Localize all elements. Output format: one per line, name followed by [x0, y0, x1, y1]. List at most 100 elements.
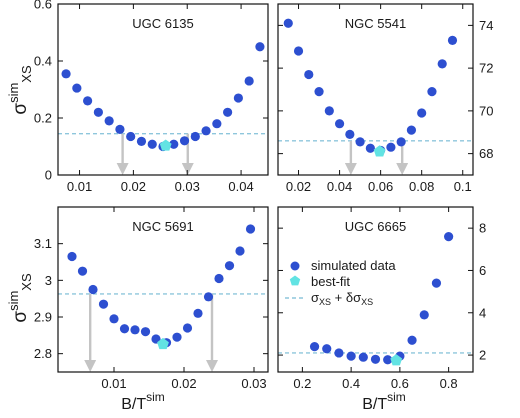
data-point: [182, 323, 193, 333]
data-point: [444, 232, 454, 242]
data-point: [383, 355, 393, 365]
x-tick-label: 0.03: [241, 376, 266, 391]
best-fit-marker: [159, 139, 172, 151]
y-axis-label-sup: sim: [6, 83, 21, 103]
data-point: [115, 124, 125, 134]
x-tick-label: 0.01: [67, 179, 92, 194]
x-axis-label-main: B/T: [121, 396, 146, 413]
x-tick-label: 0.04: [327, 179, 352, 194]
data-point: [109, 314, 119, 324]
legend-item-simulated-data: simulated data: [290, 258, 396, 273]
y-tick-label: 2.9: [34, 310, 52, 325]
data-point: [419, 310, 429, 320]
y-tick-label: 3: [45, 273, 52, 288]
x-tick-label: 0.03: [175, 179, 200, 194]
legend-item-threshold: σXS + δσXS: [285, 290, 373, 307]
data-point: [245, 224, 256, 234]
data-point: [235, 246, 245, 256]
y-axis-label-symbol: σ: [10, 103, 31, 115]
axes-frame: [57, 3, 269, 176]
data-point: [309, 342, 320, 352]
data-point: [136, 136, 147, 146]
data-point: [293, 46, 304, 56]
y-tick-label: 2: [479, 348, 486, 363]
data-point: [193, 308, 203, 318]
data-point: [346, 351, 356, 361]
data-point: [334, 119, 345, 129]
best-fit-marker: [390, 354, 403, 366]
x-tick-label: 0.02: [171, 376, 196, 391]
data-point: [203, 292, 214, 302]
legend-label: simulated data: [311, 258, 396, 273]
x-tick-label: 0.1: [454, 179, 472, 194]
x-tick-label: 0.2: [293, 376, 311, 391]
x-axis-label-main: B/T: [362, 396, 387, 413]
legend-item-best-fit: best-fit: [289, 274, 350, 289]
y-tick-label: 74: [479, 18, 493, 33]
data-point: [406, 125, 417, 135]
data-point: [233, 93, 243, 103]
x-axis-label-sup: sim: [146, 390, 165, 404]
axes-frame: [57, 206, 269, 373]
panel-title: UGC 6665: [345, 219, 406, 234]
data-point: [169, 139, 179, 149]
data-point: [431, 278, 442, 288]
panel-ngc-5541: 0.02 0.04 0.06 0.08 0.1 68 70 72 74 NGC 5541: [277, 3, 493, 194]
data-point: [172, 332, 182, 342]
data-point: [179, 136, 190, 146]
data-point: [365, 143, 375, 153]
y-axis-label-sub: XS: [19, 273, 34, 291]
y-tick-label: 0: [45, 168, 52, 183]
panel-title: NGC 5541: [345, 16, 406, 31]
data-point: [314, 87, 324, 97]
y-tick-label: 4: [479, 305, 486, 320]
y-tick-label: 0.4: [34, 54, 52, 69]
panel-ugc-6665: 0.2 0.4 0.6 0.8 2 4 6 8 UGC 6665: [277, 206, 486, 391]
legend-marker-circle: [290, 261, 300, 271]
data-point: [130, 325, 140, 335]
data-point: [147, 139, 157, 149]
data-point: [61, 69, 71, 79]
y-axis-label-bottom: σsimXS: [6, 273, 34, 323]
data-point: [224, 261, 235, 271]
y-axis-label-symbol: σ: [10, 311, 31, 323]
data-point: [244, 76, 254, 86]
data-point: [358, 352, 368, 362]
y-tick-label: 70: [479, 103, 493, 118]
data-point: [417, 108, 427, 118]
data-point: [355, 137, 365, 147]
data-point: [322, 344, 332, 354]
best-fit-marker: [157, 337, 169, 350]
data-point: [223, 107, 233, 117]
y-tick-label: 0.2: [34, 111, 52, 126]
x-tick-label: 0.8: [440, 376, 458, 391]
x-tick-label: 0.08: [409, 179, 434, 194]
x-tick-label: 0.06: [368, 179, 393, 194]
data-point: [214, 273, 224, 284]
y-tick-label: 0.6: [34, 0, 52, 12]
data-point: [255, 42, 265, 52]
data-point: [88, 284, 98, 295]
data-point: [77, 266, 88, 276]
y-tick-label: 2.8: [34, 346, 52, 361]
x-tick-label: 0.02: [121, 179, 146, 194]
panel-ugc-6135: 0.01 0.02 0.03 0.04 0 0.2 0.4 0.6 UGC 6135: [34, 0, 269, 194]
panel-ngc-5691: 0.01 0.02 0.03 2.8 2.9 3 3.1 NGC 5691: [34, 206, 269, 391]
x-axis-label-sup: sim: [387, 390, 406, 404]
axes-frame: [277, 3, 474, 176]
data-point: [386, 142, 396, 152]
x-tick-label: 0.02: [286, 179, 311, 194]
y-tick-label: 6: [479, 263, 486, 278]
legend-marker-pentagon: [289, 275, 301, 286]
best-fit-marker: [373, 145, 386, 157]
x-tick-label: 0.04: [228, 179, 253, 194]
svg-text:σsimXS: σsimXS: [6, 273, 34, 323]
data-point: [83, 96, 93, 106]
axes-frame: [277, 206, 474, 373]
data-point: [437, 59, 447, 69]
data-point: [190, 131, 200, 142]
x-tick-label: 0.4: [342, 376, 360, 391]
data-point: [447, 35, 458, 45]
data-point: [67, 251, 77, 262]
legend-label: σXS + δσXS: [311, 290, 373, 307]
